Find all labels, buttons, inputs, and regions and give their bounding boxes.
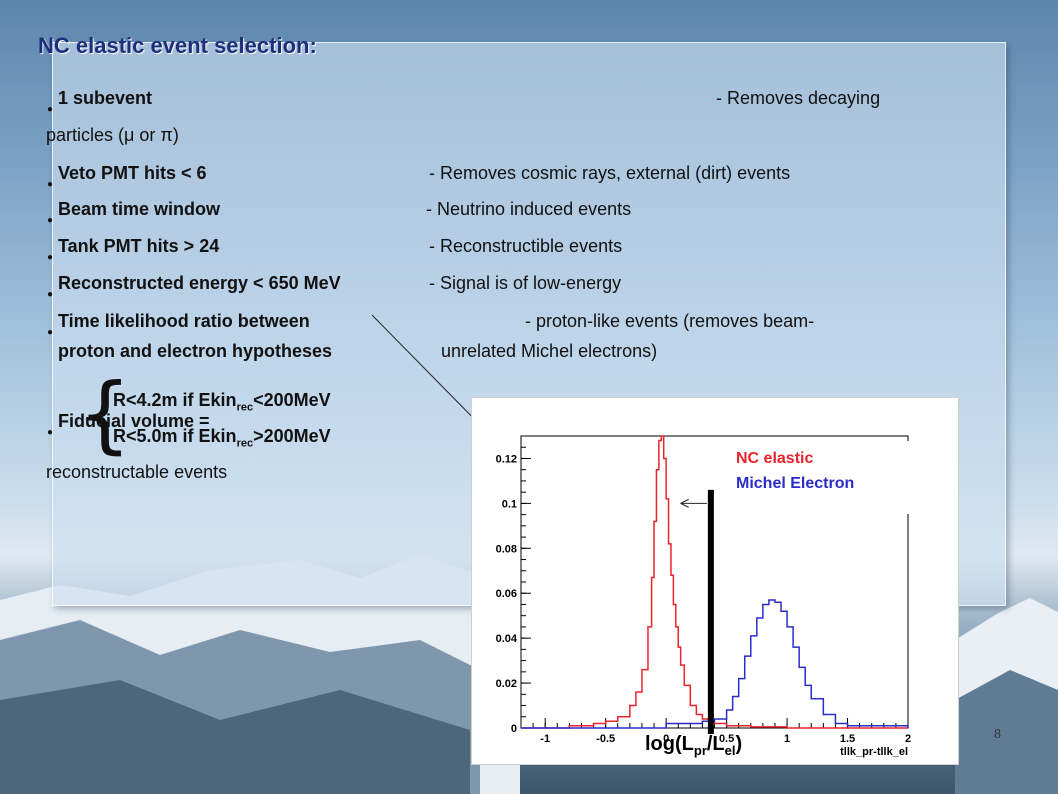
x-axis-caption: log(Lpr/Lel) (645, 733, 743, 758)
y-tick-label: 0.04 (496, 633, 518, 645)
bullet: ● (47, 104, 54, 115)
fiducial-condition-low: R<4.2m if Ekinrec<200MeV (113, 390, 331, 414)
x-tick-label: 1.5 (840, 733, 855, 745)
cut-description-cont: unrelated Michel electrons) (441, 341, 658, 361)
cut-label: 1 subevent (58, 88, 153, 108)
bullet: ● (47, 179, 54, 190)
cut-label: Beam time window (58, 199, 221, 219)
cut-label: Fiducial volume = (58, 411, 210, 431)
y-tick-label: 0.02 (496, 678, 517, 690)
y-tick-label: 0.08 (496, 543, 517, 555)
legend-entry-nc: NC elastic (736, 450, 814, 467)
cut-description: - Neutrino induced events (426, 199, 632, 219)
cut-description: - proton-like events (removes beam- (525, 311, 815, 331)
cut-description-cont: reconstructable events (46, 462, 228, 482)
cut-label: Time likelihood ratio between (58, 311, 310, 331)
x-tick-label: 2 (905, 733, 911, 745)
cut-description: - Removes cosmic rays, external (dirt) e… (429, 163, 791, 183)
cut-arrow-head (680, 498, 689, 508)
bullet: ● (47, 327, 54, 338)
series-michel-electron-line (521, 599, 909, 729)
series-nc-elastic-line (521, 435, 908, 729)
legend-entry-michel: Michel Electron (736, 475, 855, 492)
x-tick-label: -1 (540, 733, 550, 745)
bullet: ● (47, 289, 54, 300)
cut-description: - Removes decaying (716, 88, 881, 108)
y-tick-label: 0 (511, 723, 517, 735)
cut-description-cont: particles (μ or π) (46, 125, 179, 145)
x-tick-label: -0.5 (596, 733, 615, 745)
bullet: ● (47, 427, 54, 438)
cut-label: Veto PMT hits < 6 (58, 163, 207, 183)
bullet: ● (47, 252, 54, 263)
slide-title: NC elastic event selection: (38, 33, 317, 58)
cut-description: - Reconstructible events (429, 236, 623, 256)
cut-description: - Signal is of low-energy (429, 273, 622, 293)
brace-icon: { (78, 365, 132, 463)
cut-label: Tank PMT hits > 24 (58, 236, 220, 256)
y-tick-label: 0.12 (496, 453, 517, 465)
x-tick-label: 0 (663, 733, 669, 745)
chart-legend: NC elastic Michel Electron (724, 441, 952, 514)
y-tick-label: 0.1 (502, 498, 517, 510)
x-axis-label: tllk_pr-tllk_el (840, 746, 908, 758)
y-tick-label: 0.06 (496, 588, 517, 600)
fiducial-condition-high: R<5.0m if Ekinrec>200MeV (113, 426, 331, 450)
x-tick-label: 0.5 (719, 733, 734, 745)
cut-label-cont: proton and electron hypotheses (58, 341, 333, 361)
page-number: 8 (994, 727, 1001, 742)
cut-label: Reconstructed energy < 650 MeV (58, 273, 341, 293)
bullet: ● (47, 215, 54, 226)
x-tick-label: 1 (784, 733, 790, 745)
histogram-svg: 0 0.02 0.04 0.06 0.08 0.1 0.12 -1 -0.5 0 0.5 1 1.5 2t… (496, 435, 911, 758)
